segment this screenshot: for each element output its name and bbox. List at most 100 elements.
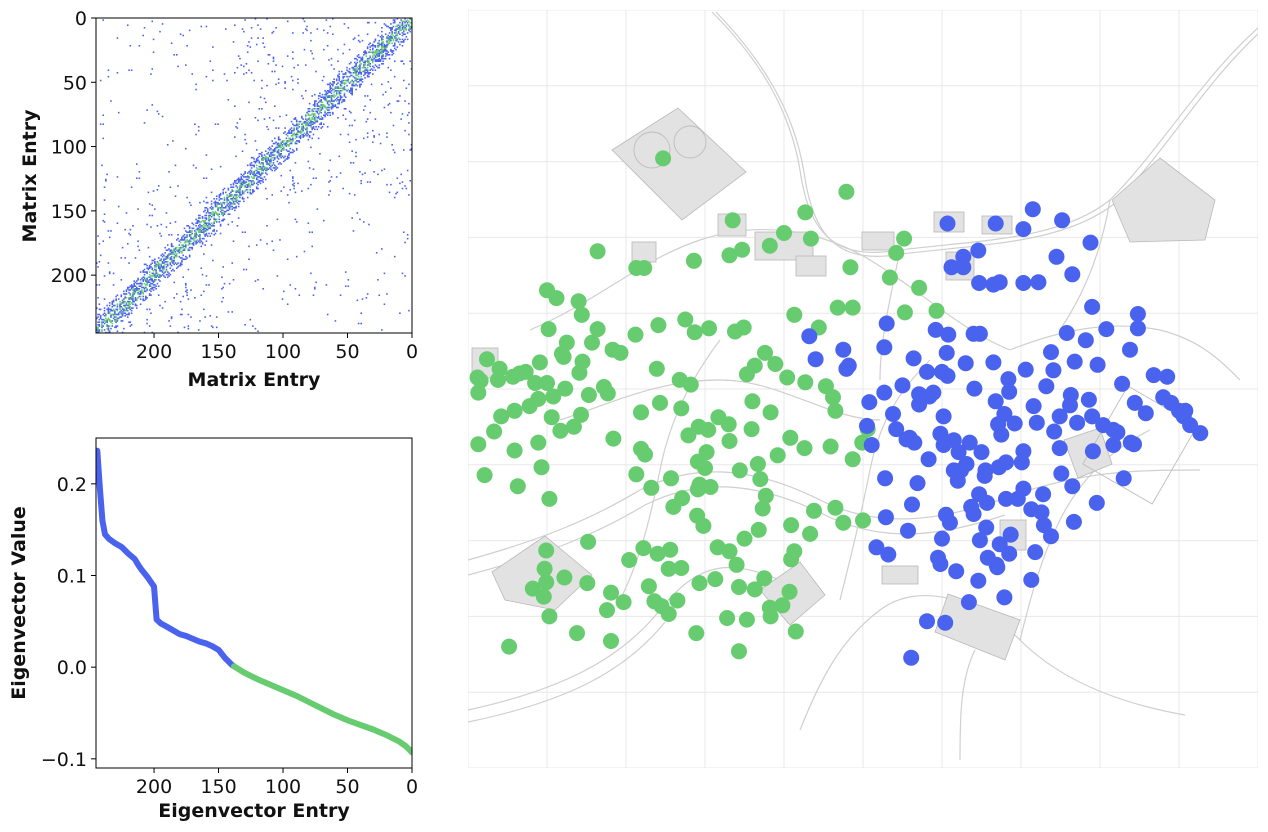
map-point-cluster_b bbox=[686, 324, 703, 341]
matrix-cell bbox=[384, 46, 387, 48]
matrix-cell bbox=[170, 257, 173, 259]
building bbox=[881, 565, 919, 585]
matrix-cell bbox=[186, 234, 188, 236]
matrix-cell bbox=[290, 132, 293, 135]
matrix-cell bbox=[164, 246, 166, 249]
matrix-cell bbox=[391, 144, 393, 146]
matrix-cell bbox=[399, 312, 401, 315]
matrix-cell bbox=[386, 293, 388, 295]
matrix-cell bbox=[174, 195, 177, 198]
matrix-cell bbox=[292, 177, 294, 180]
matrix-cell bbox=[302, 18, 304, 20]
matrix-cell bbox=[396, 38, 399, 41]
matrix-cell bbox=[103, 318, 106, 321]
matrix-cell bbox=[191, 248, 194, 250]
matrix-cell bbox=[222, 214, 224, 217]
matrix-cell bbox=[99, 315, 102, 317]
matrix-cell bbox=[369, 42, 372, 45]
matrix-cell bbox=[134, 297, 137, 299]
matrix-cell bbox=[378, 43, 381, 46]
matrix-cell bbox=[154, 279, 156, 281]
matrix-cell bbox=[390, 36, 392, 38]
matrix-cell bbox=[302, 128, 304, 131]
matrix-cell bbox=[378, 39, 381, 42]
matrix-cell bbox=[401, 25, 404, 28]
matrix-cell bbox=[277, 163, 280, 165]
matrix-cell bbox=[132, 299, 134, 302]
matrix-cell bbox=[161, 268, 164, 271]
map-point-cluster_a bbox=[996, 589, 1013, 606]
matrix-cell bbox=[279, 162, 281, 164]
matrix-cell bbox=[329, 91, 332, 93]
matrix-cell bbox=[106, 318, 108, 321]
matrix-cell bbox=[350, 162, 352, 164]
matrix-cell bbox=[200, 227, 203, 230]
matrix-cell bbox=[148, 266, 151, 268]
matrix-cell bbox=[232, 279, 235, 281]
matrix-cell bbox=[369, 56, 372, 59]
matrix-cell bbox=[328, 100, 330, 102]
matrix-cell bbox=[182, 276, 185, 279]
matrix-cell bbox=[160, 235, 163, 237]
matrix-cell bbox=[288, 150, 290, 153]
matrix-cell bbox=[276, 167, 279, 169]
matrix-cell bbox=[359, 79, 361, 82]
matrix-cell bbox=[141, 286, 143, 289]
matrix-cell bbox=[392, 25, 395, 28]
matrix-cell bbox=[295, 142, 298, 145]
matrix-cell bbox=[154, 273, 156, 276]
matrix-cell bbox=[316, 110, 319, 113]
map-point-cluster_b bbox=[767, 356, 784, 372]
matrix-cell bbox=[308, 110, 311, 113]
matrix-cell bbox=[142, 299, 145, 302]
matrix-cell bbox=[387, 37, 390, 39]
map-point-cluster_b bbox=[783, 517, 800, 534]
matrix-cell bbox=[128, 304, 130, 307]
matrix-cell bbox=[116, 303, 119, 306]
matrix-cell bbox=[258, 168, 261, 171]
map-point-cluster_b bbox=[637, 446, 653, 463]
matrix-cell bbox=[106, 304, 108, 307]
matrix-cell bbox=[137, 288, 139, 290]
map-point-cluster_a bbox=[971, 275, 988, 291]
matrix-cell bbox=[157, 264, 160, 267]
map-point-cluster_a bbox=[1035, 486, 1052, 503]
matrix-cell bbox=[222, 207, 224, 209]
matrix-cell bbox=[139, 285, 142, 288]
matrix-cell bbox=[364, 66, 366, 69]
matrix-cell bbox=[365, 72, 368, 74]
matrix-cell bbox=[228, 194, 231, 196]
matrix-cell bbox=[128, 321, 130, 324]
matrix-cell bbox=[157, 266, 160, 268]
matrix-cell bbox=[205, 25, 208, 28]
matrix-cell bbox=[350, 88, 352, 91]
matrix-cell bbox=[250, 167, 253, 169]
matrix-cell bbox=[142, 286, 145, 289]
matrix-cell bbox=[227, 311, 230, 313]
matrix-cell bbox=[215, 195, 218, 198]
matrix-cell bbox=[232, 203, 235, 205]
matrix-cell bbox=[195, 231, 197, 234]
matrix-cell bbox=[393, 75, 396, 78]
matrix-cell bbox=[170, 270, 173, 272]
matrix-cell bbox=[362, 51, 365, 54]
matrix-cell bbox=[352, 75, 355, 78]
map-point-cluster_b bbox=[827, 499, 844, 516]
matrix-cell bbox=[170, 249, 173, 252]
matrix-cell bbox=[261, 162, 263, 164]
matrix-cell bbox=[130, 312, 133, 315]
matrix-cell bbox=[209, 207, 212, 209]
matrix-cell bbox=[268, 159, 271, 162]
matrix-cell bbox=[201, 225, 204, 227]
matrix-cell bbox=[399, 29, 401, 32]
matrix-cell bbox=[279, 154, 281, 156]
matrix-cell bbox=[183, 326, 186, 329]
matrix-cell bbox=[387, 66, 390, 69]
matrix-cell bbox=[333, 105, 335, 108]
matrix-cell bbox=[329, 114, 332, 117]
matrix-cell bbox=[273, 137, 276, 140]
matrix-cell bbox=[306, 129, 308, 132]
matrix-cell bbox=[255, 187, 258, 190]
matrix-cell bbox=[307, 187, 310, 190]
map-point-cluster_a bbox=[900, 522, 916, 539]
